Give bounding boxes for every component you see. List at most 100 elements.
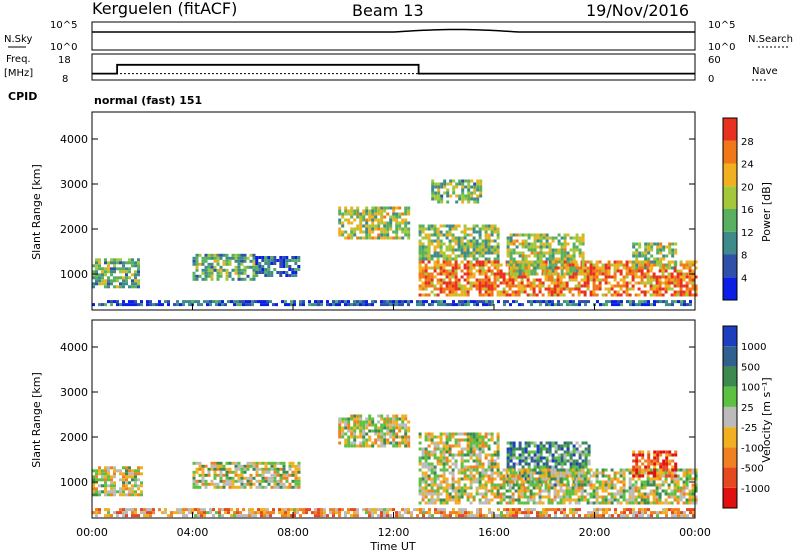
range-cell: [599, 303, 602, 307]
range-cell: [134, 285, 137, 289]
range-cell: [246, 461, 250, 465]
range-cell: [137, 279, 140, 283]
cpid-mode: normal (fast) 151: [94, 94, 202, 107]
range-cell: [389, 215, 393, 219]
range-cell: [113, 466, 116, 470]
range-cell: [526, 281, 530, 285]
range-cell: [481, 281, 485, 285]
range-cell: [539, 300, 542, 304]
range-cell: [607, 287, 611, 291]
colorbar-tick-label: 4: [741, 273, 747, 284]
range-cell: [182, 508, 185, 512]
range-cell: [506, 511, 509, 515]
range-cell: [430, 501, 434, 505]
range-cell: [418, 492, 422, 496]
range-cell: [554, 257, 558, 261]
range-cell: [640, 495, 644, 499]
range-cell: [484, 489, 488, 493]
range-cell: [469, 227, 473, 231]
range-cell: [356, 227, 360, 231]
range-cell: [113, 511, 116, 515]
range-cell: [484, 260, 488, 264]
range-cell: [566, 300, 569, 304]
range-cell: [442, 468, 446, 472]
range-cell: [481, 474, 485, 478]
range-cell: [442, 269, 446, 273]
range-cell: [110, 493, 113, 497]
range-cell: [524, 272, 528, 276]
range-cell: [443, 300, 446, 304]
range-cell: [533, 468, 537, 472]
range-cell: [487, 284, 491, 288]
range-cell: [380, 218, 384, 222]
range-cell: [509, 456, 513, 460]
range-cell: [632, 251, 636, 255]
range-cell: [691, 498, 695, 502]
range-cell: [195, 274, 199, 278]
range-cell: [490, 468, 494, 472]
range-cell: [607, 498, 611, 502]
range-cell: [484, 441, 488, 445]
range-cell: [246, 274, 250, 278]
range-cell: [107, 267, 110, 271]
range-cell: [509, 465, 513, 469]
range-cell: [667, 501, 671, 505]
range-cell: [341, 508, 344, 512]
range-cell: [568, 260, 572, 264]
range-cell: [297, 461, 301, 465]
range-cell: [571, 486, 575, 490]
range-cell: [291, 479, 295, 483]
range-cell: [338, 206, 342, 210]
range-cell: [538, 278, 542, 282]
range-cell: [125, 508, 128, 512]
range-cell: [128, 508, 131, 512]
range-cell: [542, 266, 546, 270]
range-cell: [529, 471, 533, 475]
range-cell: [545, 233, 549, 237]
range-cell: [252, 262, 256, 266]
range-cell: [442, 263, 446, 267]
range-cell: [509, 444, 513, 448]
range-cell: [575, 465, 579, 469]
range-cell: [449, 514, 452, 518]
range-cell: [502, 480, 506, 484]
range-cell: [454, 287, 458, 291]
range-cell: [625, 501, 629, 505]
range-cell: [110, 267, 113, 271]
range-cell: [104, 282, 107, 286]
range-cell: [407, 206, 411, 210]
range-cell: [452, 303, 455, 307]
range-cell: [430, 435, 434, 439]
range-cell: [542, 245, 546, 249]
range-cell: [526, 275, 530, 279]
range-cell: [249, 476, 253, 480]
range-cell: [484, 257, 488, 261]
range-cell: [580, 480, 584, 484]
range-cell: [526, 278, 530, 282]
range-cell: [496, 242, 500, 246]
range-cell: [285, 476, 289, 480]
range-cell: [213, 476, 217, 480]
range-cell: [383, 215, 387, 219]
range-cell: [395, 420, 399, 424]
range-cell: [515, 511, 518, 515]
range-cell: [418, 278, 422, 282]
range-cell: [294, 259, 298, 262]
range-cell: [487, 224, 491, 228]
range-cell: [95, 270, 98, 274]
range-cell: [439, 248, 443, 252]
range-cell: [508, 284, 512, 288]
range-cell: [563, 444, 567, 448]
range-cell: [445, 486, 449, 490]
range-cell: [475, 462, 479, 466]
range-cell: [538, 483, 542, 487]
range-cell: [671, 474, 675, 478]
range-cell: [583, 269, 587, 273]
range-cell: [95, 511, 98, 515]
range-cell: [125, 273, 128, 277]
range-cell: [551, 236, 555, 240]
range-cell: [664, 492, 668, 496]
range-cell: [490, 293, 494, 297]
range-cell: [359, 414, 363, 418]
range-cell: [131, 264, 134, 268]
